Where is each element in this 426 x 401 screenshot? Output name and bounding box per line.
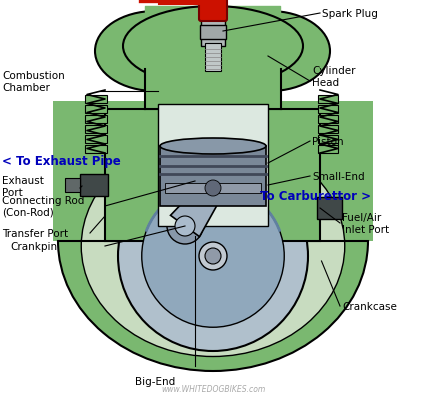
Text: Big-End: Big-End (135, 376, 175, 386)
Bar (85, 126, 107, 134)
Ellipse shape (95, 12, 215, 92)
Circle shape (175, 217, 195, 237)
Bar (318, 146, 338, 154)
Bar (200, 26, 226, 40)
Bar (105, 110, 320, 241)
Bar (205, 44, 221, 72)
Bar (65, 178, 80, 192)
Ellipse shape (210, 12, 330, 92)
Text: Crankcase: Crankcase (342, 301, 397, 311)
Text: Piston: Piston (312, 137, 344, 147)
Circle shape (142, 185, 284, 328)
Ellipse shape (81, 136, 345, 356)
Circle shape (205, 180, 221, 196)
Circle shape (118, 162, 308, 351)
Ellipse shape (58, 112, 368, 371)
Text: Crankpin: Crankpin (10, 241, 57, 251)
Bar (201, 19, 225, 47)
Bar (53, 102, 373, 241)
Bar (318, 96, 338, 104)
Bar (145, 70, 281, 110)
Text: www.WHITEDOGBIKES.com: www.WHITEDOGBIKES.com (161, 384, 265, 393)
Bar (318, 106, 338, 114)
Circle shape (199, 242, 227, 270)
Bar (85, 146, 107, 154)
Circle shape (205, 248, 221, 264)
Polygon shape (170, 181, 223, 237)
Bar (203, 1, 223, 19)
Bar (85, 136, 107, 144)
Bar (145, 17, 281, 92)
Bar (160, 147, 266, 207)
Text: To Carburettor >: To Carburettor > (260, 190, 371, 203)
Bar (80, 174, 108, 196)
Circle shape (167, 209, 203, 244)
Bar (318, 136, 338, 144)
Ellipse shape (123, 7, 303, 87)
Text: Fuel/Air
Inlet Port: Fuel/Air Inlet Port (342, 213, 389, 234)
Bar (318, 116, 338, 124)
Text: Exhaust
Port: Exhaust Port (2, 176, 44, 197)
Text: Combustion
Chamber: Combustion Chamber (2, 71, 65, 93)
Bar (85, 116, 107, 124)
Text: < To Exhaust Pipe: < To Exhaust Pipe (2, 155, 121, 168)
Text: Spark Plug: Spark Plug (322, 9, 378, 19)
Text: Cylinder
Head: Cylinder Head (312, 66, 356, 87)
Bar (85, 96, 107, 104)
Text: Connecting Rod
(Con-Rod): Connecting Rod (Con-Rod) (2, 196, 84, 217)
Ellipse shape (160, 139, 266, 155)
Bar (165, 184, 261, 194)
FancyBboxPatch shape (199, 0, 227, 22)
Bar (317, 198, 342, 219)
Text: Transfer Port: Transfer Port (2, 229, 68, 239)
Bar (85, 106, 107, 114)
Text: Small-End: Small-End (312, 172, 365, 182)
Bar (318, 126, 338, 134)
Bar (158, 105, 268, 227)
